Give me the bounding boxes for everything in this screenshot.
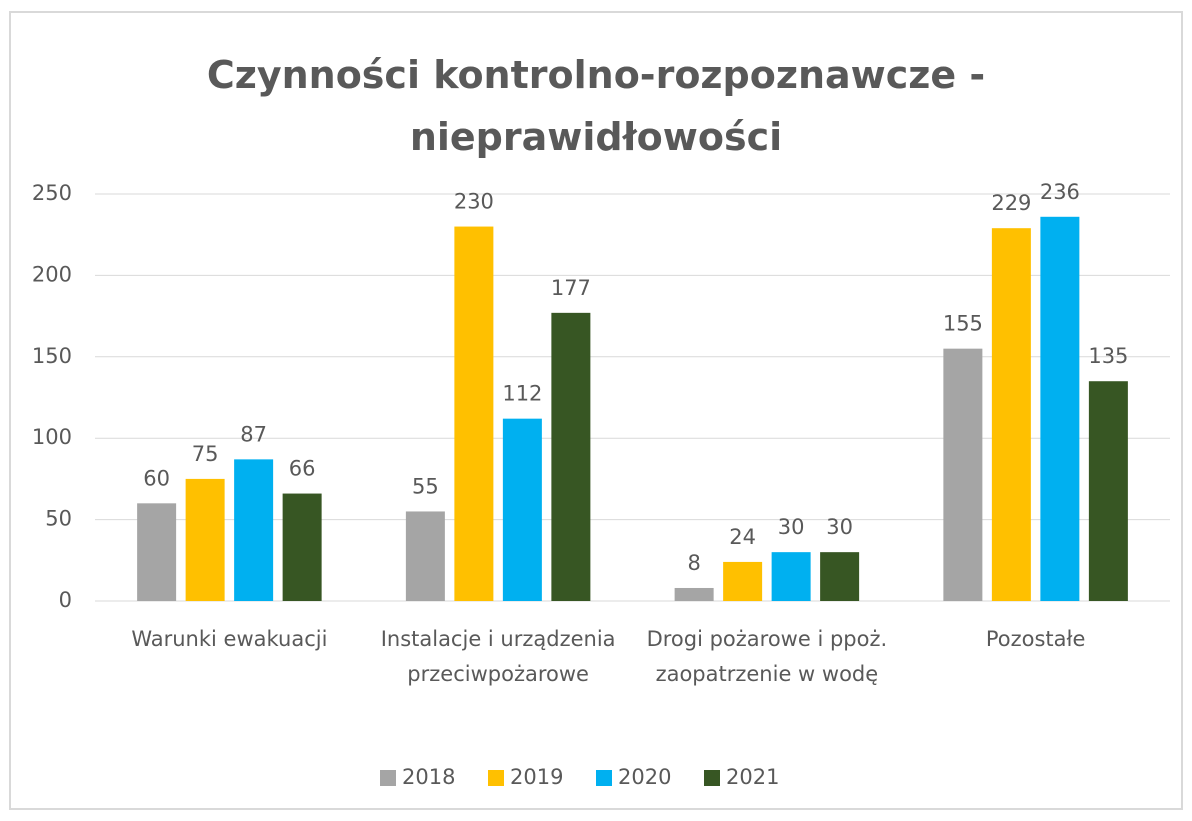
- data-label: 229: [991, 191, 1031, 215]
- y-tick-label: 50: [45, 507, 72, 531]
- bar: [282, 493, 322, 601]
- bar: [137, 503, 177, 601]
- bar: [1088, 381, 1128, 601]
- data-label: 87: [240, 422, 267, 446]
- data-label: 236: [1040, 180, 1080, 204]
- y-tick-label: 150: [32, 344, 72, 368]
- data-label: 177: [551, 276, 591, 300]
- bar: [771, 552, 811, 601]
- chart-title: Czynności kontrolno-rozpoznawcze - niepr…: [206, 53, 986, 159]
- legend-label: 2020: [618, 765, 671, 789]
- chart-border: [9, 11, 1183, 810]
- data-label: 135: [1088, 344, 1128, 368]
- bar: [234, 459, 274, 601]
- legend-swatch: [488, 770, 504, 786]
- bar: [454, 226, 494, 601]
- bar: [405, 511, 445, 601]
- y-tick-label: 0: [59, 588, 72, 612]
- y-tick-label: 250: [32, 181, 72, 205]
- x-tick-label: Pozostałe: [985, 627, 1086, 651]
- bar: [185, 478, 225, 601]
- bar: [502, 418, 542, 601]
- legend-swatch: [380, 770, 396, 786]
- bar: [723, 561, 763, 601]
- x-tick-label: Instalacje i urządzenia przeciwpożarowe: [380, 627, 616, 686]
- bar: [943, 348, 983, 601]
- bar: [674, 587, 714, 601]
- data-label: 30: [826, 515, 853, 539]
- bar: [820, 552, 860, 601]
- legend-label: 2021: [726, 765, 779, 789]
- data-label: 24: [729, 525, 756, 549]
- data-label: 55: [412, 474, 439, 498]
- data-label: 112: [502, 382, 542, 406]
- legend-swatch: [596, 770, 612, 786]
- legend-label: 2019: [510, 765, 563, 789]
- data-label: 60: [143, 466, 170, 490]
- y-tick-label: 200: [32, 262, 72, 286]
- data-label: 66: [289, 457, 316, 481]
- data-label: 8: [687, 551, 700, 575]
- bar: [551, 312, 591, 601]
- bar: [991, 228, 1031, 602]
- y-tick-label: 100: [32, 425, 72, 449]
- bar: [1040, 216, 1080, 602]
- x-tick-label: Warunki ewakuacji: [131, 627, 328, 651]
- data-label: 75: [192, 442, 219, 466]
- legend-label: 2018: [402, 765, 455, 789]
- data-label: 155: [943, 312, 983, 336]
- data-label: 30: [778, 515, 805, 539]
- legend-swatch: [704, 770, 720, 786]
- data-label: 230: [454, 190, 494, 214]
- x-tick-label: Drogi pożarowe i ppoż. zaopatrzenie w wo…: [646, 627, 888, 686]
